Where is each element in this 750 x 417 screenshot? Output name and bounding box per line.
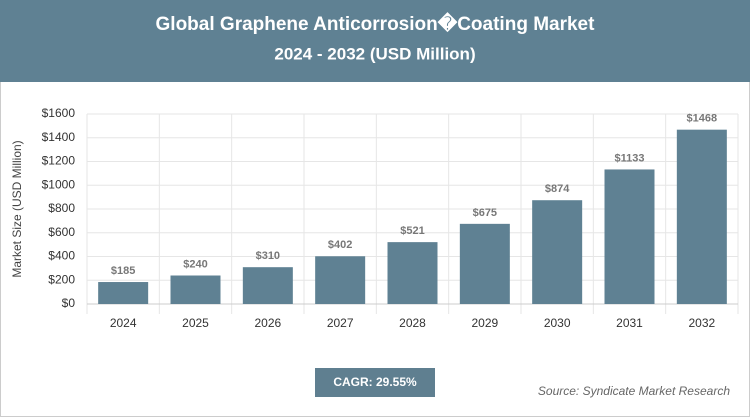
x-tick-label: 2028 xyxy=(399,316,426,330)
data-label: $310 xyxy=(256,250,280,262)
y-tick-label: $1400 xyxy=(42,130,76,144)
y-tick-label: $1200 xyxy=(42,154,76,168)
data-label: $1468 xyxy=(687,113,718,125)
y-tick-label: $600 xyxy=(48,225,75,239)
y-tick-label: $200 xyxy=(48,272,75,286)
header-band xyxy=(0,0,750,82)
bar xyxy=(170,275,221,304)
y-tick-label: $0 xyxy=(62,296,76,310)
bar xyxy=(532,200,583,304)
cagr-label: CAGR: 29.55% xyxy=(333,375,417,389)
bar xyxy=(315,256,366,304)
y-axis-title: Market Size (USD Million) xyxy=(10,140,24,277)
cagr-box xyxy=(315,368,435,397)
x-tick-label: 2026 xyxy=(254,316,281,330)
x-tick-label: 2032 xyxy=(688,316,715,330)
bar xyxy=(604,169,655,304)
bar xyxy=(242,267,293,304)
chart-subtitle: 2024 - 2032 (USD Million) xyxy=(274,44,475,63)
bar xyxy=(387,242,438,304)
bar xyxy=(459,223,510,304)
data-label: $675 xyxy=(473,207,497,219)
x-tick-label: 2030 xyxy=(544,316,571,330)
x-tick-label: 2025 xyxy=(182,316,209,330)
y-tick-label: $800 xyxy=(48,201,75,215)
x-tick-label: 2029 xyxy=(471,316,498,330)
data-label: $402 xyxy=(328,239,352,251)
data-label: $874 xyxy=(545,183,570,195)
x-tick-label: 2031 xyxy=(616,316,643,330)
bar xyxy=(98,282,149,304)
y-tick-label: $400 xyxy=(48,249,75,263)
bar xyxy=(676,129,727,304)
y-tick-label: $1000 xyxy=(42,177,76,191)
x-tick-label: 2027 xyxy=(327,316,354,330)
data-label: $185 xyxy=(111,265,135,277)
data-label: $240 xyxy=(183,258,207,270)
data-label: $521 xyxy=(400,225,424,237)
source-note: Source: Syndicate Market Research xyxy=(538,384,730,398)
x-tick-label: 2024 xyxy=(110,316,137,330)
data-label: $1133 xyxy=(615,152,645,164)
y-tick-label: $1600 xyxy=(42,106,76,120)
chart-title: Global Graphene Anticorrosion�Coating Ma… xyxy=(156,12,596,35)
